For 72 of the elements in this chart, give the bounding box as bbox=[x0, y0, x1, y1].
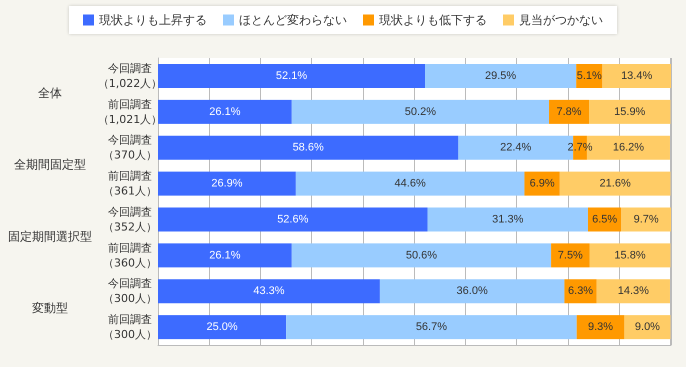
y-tick-label: 今回調査（1,022人） bbox=[98, 62, 162, 90]
bar bbox=[292, 243, 552, 268]
data-label: 52.6% bbox=[277, 213, 309, 226]
bar bbox=[576, 315, 624, 340]
bar bbox=[551, 243, 590, 268]
bar bbox=[158, 243, 292, 268]
data-label: 26.1% bbox=[209, 106, 241, 118]
bar bbox=[158, 207, 428, 232]
data-label: 56.7% bbox=[416, 321, 448, 334]
data-label: 50.2% bbox=[404, 106, 436, 118]
data-label: 6.3% bbox=[568, 285, 594, 298]
data-label: 22.4% bbox=[500, 142, 532, 154]
bar bbox=[158, 172, 296, 196]
bar bbox=[292, 100, 550, 124]
data-label: 15.8% bbox=[614, 249, 646, 262]
bar bbox=[590, 243, 670, 268]
data-label: 7.5% bbox=[558, 249, 584, 262]
data-label: 13.4% bbox=[621, 70, 652, 82]
bar bbox=[286, 315, 577, 340]
data-label: 52.1% bbox=[276, 70, 308, 82]
y-tick-label: 今回調査（370人） bbox=[103, 134, 157, 162]
y-tick-label: 前回調査（1,021人） bbox=[98, 98, 162, 126]
data-label: 15.9% bbox=[614, 106, 646, 118]
data-label: 9.0% bbox=[634, 321, 660, 334]
data-label: 21.6% bbox=[600, 178, 631, 190]
legend-label: ほとんど変わらない bbox=[239, 13, 347, 27]
bar bbox=[158, 279, 380, 304]
data-label: 5.1% bbox=[576, 70, 602, 82]
bar bbox=[158, 64, 426, 88]
data-label: 6.5% bbox=[592, 213, 618, 226]
data-label: 50.6% bbox=[406, 249, 438, 262]
bar bbox=[549, 100, 589, 124]
bar bbox=[621, 207, 671, 232]
data-label: 31.3% bbox=[492, 213, 524, 226]
bar bbox=[425, 64, 576, 88]
legend-label: 見当がつかない bbox=[519, 13, 603, 27]
y-tick-label: 今回調査（300人） bbox=[103, 277, 157, 306]
data-label: 43.3% bbox=[253, 285, 285, 298]
data-label: 9.3% bbox=[588, 321, 614, 334]
bar bbox=[560, 172, 670, 196]
text: 固定期間選択型 bbox=[8, 229, 92, 244]
data-label: 26.9% bbox=[211, 178, 243, 190]
data-label: 44.6% bbox=[394, 178, 426, 190]
bar bbox=[589, 100, 670, 124]
bar bbox=[428, 207, 588, 232]
bar bbox=[296, 172, 524, 196]
data-label: 14.3% bbox=[618, 285, 650, 298]
data-label: 16.2% bbox=[612, 142, 644, 154]
bar bbox=[158, 315, 286, 340]
bar bbox=[158, 100, 292, 124]
text: 変動型 bbox=[32, 301, 68, 316]
y-tick-label: 前回調査（300人） bbox=[103, 313, 157, 342]
data-label: 29.5% bbox=[484, 70, 516, 82]
data-label: 25.0% bbox=[206, 321, 238, 334]
data-label: 58.6% bbox=[292, 142, 324, 154]
bar bbox=[380, 279, 564, 304]
y-tick-label: 前回調査（360人） bbox=[103, 241, 157, 270]
legend-label: 現状よりも上昇する bbox=[99, 13, 207, 27]
bar bbox=[596, 279, 670, 304]
data-label: 36.0% bbox=[456, 285, 488, 298]
y-tick-label: 前回調査（361人） bbox=[103, 170, 157, 198]
data-label: 9.7% bbox=[634, 213, 659, 226]
bar bbox=[602, 64, 671, 88]
text: 全体 bbox=[38, 86, 62, 100]
bar bbox=[624, 315, 670, 340]
data-label: 6.9% bbox=[530, 178, 555, 190]
y-tick-label: 今回調査（352人） bbox=[103, 205, 157, 234]
data-label: 26.1% bbox=[209, 249, 241, 262]
bar bbox=[158, 136, 458, 160]
data-label: 7.8% bbox=[556, 106, 582, 118]
legend-label: 現状よりも低下する bbox=[379, 13, 487, 27]
text: 全期間固定型 bbox=[14, 158, 86, 172]
